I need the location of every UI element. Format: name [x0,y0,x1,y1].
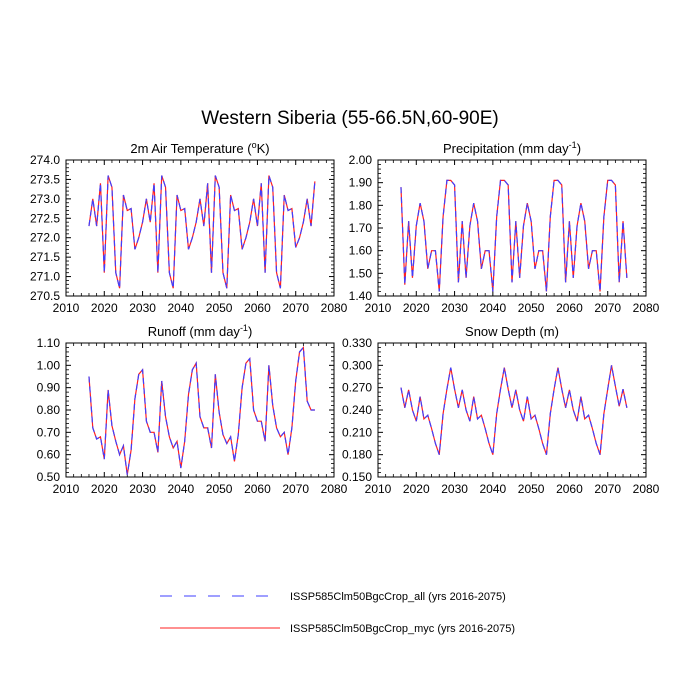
y-tick-label: 1.50 [349,266,373,280]
panel-title: 2m Air Temperature (oK) [130,140,269,156]
plot-frame [65,159,335,297]
y-tick-label: 271.5 [30,250,60,264]
x-tick-label: 2080 [633,482,660,496]
y-tick-label: 2.00 [349,153,373,167]
y-tick-label: 273.5 [30,172,60,186]
y-tick-label: 0.150 [342,470,372,484]
x-tick-label: 2020 [91,301,118,315]
x-tick-label: 2070 [594,482,621,496]
x-tick-label: 2060 [556,301,583,315]
x-tick-label: 2030 [441,301,468,315]
x-tick-label: 2050 [518,301,545,315]
panel-4: Snow Depth (m) 2010 2020 2030 2040 2050 2060 20… [342,324,660,496]
panel-title-main: Snow Depth (m) [465,324,559,339]
panel-2: Precipitation (mm day-1) 2010 2020 2030 2040… [349,140,660,315]
x-tick-label: 2030 [129,482,156,496]
y-tick-label: 0.50 [37,470,61,484]
series-line-all [88,345,315,475]
y-tick-label: 0.240 [342,403,372,417]
y-tick-label: 1.10 [37,336,61,350]
figure-title: Western Siberia (55-66.5N,60-90E) [201,108,498,129]
x-tick-label: 2020 [403,301,430,315]
panel-title: Runoff (mm day-1) [148,323,253,339]
series-line-all [400,179,628,292]
y-tick-label: 271.0 [30,270,60,284]
x-tick-label: 2040 [480,301,507,315]
x-tick-label: 2070 [594,301,621,315]
panel-title-tail: ) [577,141,581,156]
y-tick-label: 1.40 [349,289,373,303]
x-tick-label: 2080 [321,482,348,496]
y-tick-label: 1.90 [349,176,373,190]
x-tick-label: 2080 [633,301,660,315]
y-tick-label: 1.70 [349,221,373,235]
x-tick-label: 2070 [282,482,309,496]
y-tick-label: 0.80 [37,403,61,417]
x-tick-label: 2070 [282,301,309,315]
x-tick-label: 2050 [518,482,545,496]
panel-title-main: Runoff (mm day [148,324,241,339]
x-tick-label: 2030 [129,301,156,315]
panel-title: Snow Depth (m) [465,324,559,339]
y-tick-label: 1.80 [349,198,373,212]
panel-title-tail: K) [257,141,270,156]
x-tick-label: 2050 [206,482,233,496]
legend: ISSP585Clm50BgcCrop_all (yrs 2016-2075) I… [160,591,515,635]
panel-title-main: 2m Air Temperature ( [130,141,252,156]
y-tick-label: 272.0 [30,231,60,245]
y-tick-label: 272.5 [30,211,60,225]
y-tick-label: 1.60 [349,244,373,258]
x-tick-label: 2040 [480,482,507,496]
x-tick-label: 2010 [53,482,80,496]
series-line-myc [88,345,315,475]
x-tick-label: 2030 [441,482,468,496]
y-tick-label: 0.60 [37,448,61,462]
panel-title-superscript: -1 [569,140,577,150]
y-tick-label: 0.210 [342,425,372,439]
x-tick-label: 2060 [244,301,271,315]
legend-label-1: ISSP585Clm50BgcCrop_all (yrs 2016-2075) [290,591,506,603]
series-line-myc [400,179,628,292]
panel-1: 2m Air Temperature (oK) 2010 2020 2030 2040 2… [30,140,348,315]
x-tick-label: 2080 [321,301,348,315]
panel-title-superscript: o [252,140,257,150]
x-tick-label: 2010 [53,301,80,315]
y-tick-label: 270.5 [30,289,60,303]
y-tick-label: 0.330 [342,336,372,350]
y-tick-label: 0.270 [342,381,372,395]
y-tick-label: 273.0 [30,192,60,206]
x-tick-label: 2040 [168,482,195,496]
x-tick-label: 2010 [365,482,392,496]
panel-title-main: Precipitation (mm day [443,141,569,156]
x-tick-label: 2020 [403,482,430,496]
y-tick-label: 0.90 [37,381,61,395]
x-tick-label: 2050 [206,301,233,315]
panels: 2m Air Temperature (oK) 2010 2020 2030 2040 2… [30,140,660,496]
x-tick-label: 2010 [365,301,392,315]
y-tick-label: 1.00 [37,358,61,372]
y-tick-label: 0.70 [37,425,61,439]
panel-title-tail: ) [248,324,252,339]
x-tick-label: 2060 [556,482,583,496]
panel-title: Precipitation (mm day-1) [443,140,581,156]
y-tick-label: 0.300 [342,358,372,372]
series-line-myc [88,175,316,289]
series-line-all [88,175,316,289]
x-tick-label: 2040 [168,301,195,315]
panel-title-superscript: -1 [240,323,248,333]
y-tick-label: 274.0 [30,153,60,167]
y-tick-label: 0.180 [342,448,372,462]
x-tick-label: 2060 [244,482,271,496]
legend-label-2: ISSP585Clm50BgcCrop_myc (yrs 2016-2075) [290,623,515,635]
x-tick-label: 2020 [91,482,118,496]
series-line-all [400,365,628,455]
panel-3: Runoff (mm day-1) 2010 2020 2030 2040 2050 206… [37,323,348,496]
